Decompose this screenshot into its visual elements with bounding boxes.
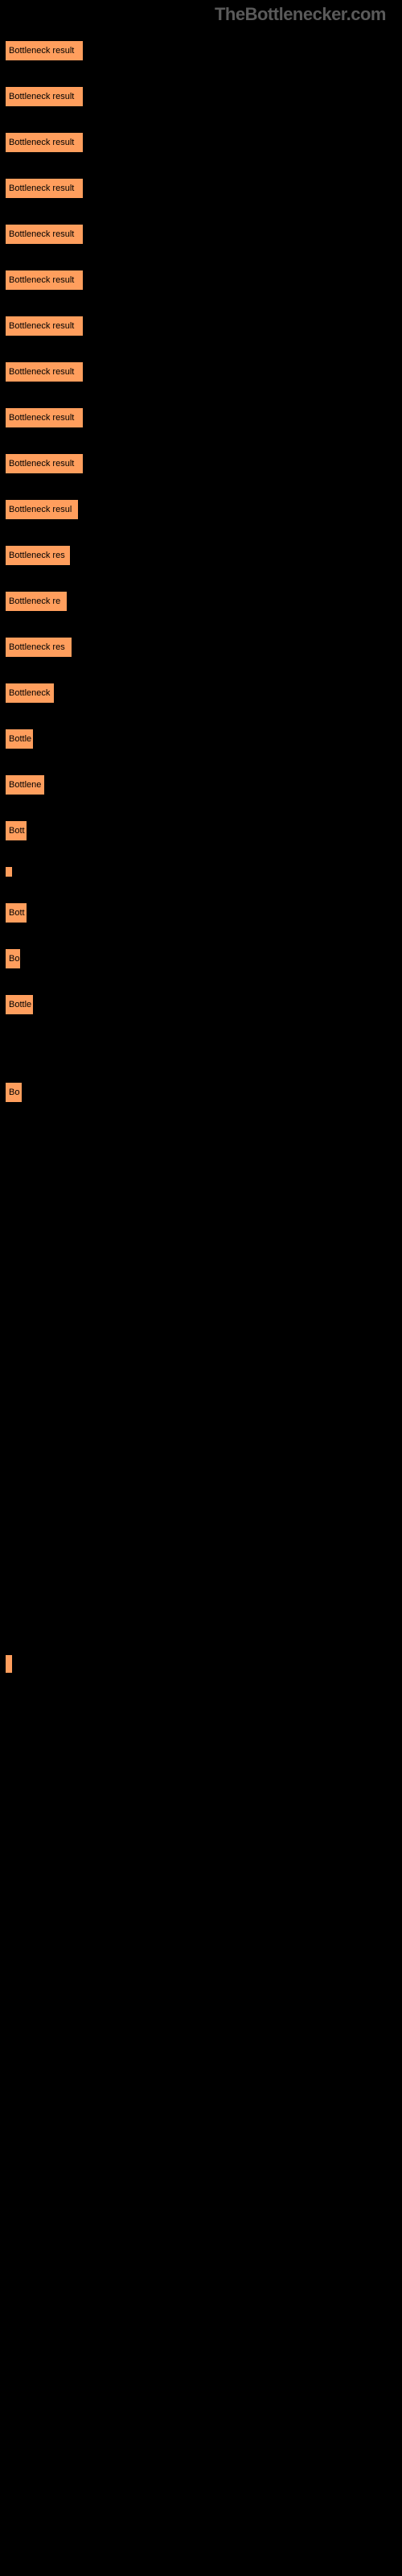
bar-item[interactable]: Bottle [5, 994, 34, 1015]
bar-item[interactable]: Bottleneck result [5, 453, 84, 474]
bar-row: Bottleneck result [5, 453, 402, 478]
bar-item[interactable]: Bottleneck result [5, 178, 84, 199]
bar-row: Bottleneck result [5, 316, 402, 341]
bar-item[interactable]: Bottleneck res [5, 637, 72, 658]
bar-item[interactable]: Bottle [5, 729, 34, 749]
bar-row: Bott [5, 820, 402, 845]
bar-row: Bott [5, 902, 402, 927]
bar-item[interactable]: Bottleneck result [5, 86, 84, 107]
bar-row: Bottleneck result [5, 270, 402, 295]
bar-row: Bottleneck result [5, 86, 402, 111]
bar-item[interactable]: Bottleneck res [5, 545, 71, 566]
bar-row: Bottleneck re [5, 591, 402, 616]
bar-row: Bo [5, 1082, 402, 1107]
site-logo: TheBottlenecker.com [215, 4, 386, 25]
bar-row: Bottlene [5, 774, 402, 799]
bar-item[interactable]: Bottleneck resul [5, 499, 79, 520]
bar-row: Bottleneck result [5, 224, 402, 249]
bar-item[interactable]: Bottleneck result [5, 132, 84, 153]
bar-row: Bo [5, 948, 402, 973]
bar-item[interactable] [5, 1654, 13, 1674]
bar-row: Bottleneck result [5, 407, 402, 432]
bar-item[interactable] [5, 866, 13, 877]
bar-item[interactable]: Bottleneck result [5, 40, 84, 61]
bar-item[interactable]: Bottleneck result [5, 316, 84, 336]
bar-row: Bottle [5, 729, 402, 753]
bar-row: Bottleneck res [5, 545, 402, 570]
bar-row: Bottleneck [5, 683, 402, 708]
chart-container: Bottleneck result Bottleneck result Bottle… [0, 0, 402, 1107]
bar-item[interactable]: Bottleneck result [5, 361, 84, 382]
bar-row: Bottleneck result [5, 361, 402, 386]
bar-item[interactable]: Bottleneck re [5, 591, 68, 612]
bar-item[interactable]: Bott [5, 820, 27, 841]
bar-row: Bottleneck result [5, 132, 402, 157]
bar-row [5, 866, 402, 881]
bar-item[interactable]: Bo [5, 1082, 23, 1103]
bar-item[interactable]: Bottleneck [5, 683, 55, 704]
bar-item[interactable]: Bottleneck result [5, 270, 84, 291]
bar-row: Bottle [5, 994, 402, 1019]
bar-item[interactable]: Bottleneck result [5, 224, 84, 245]
bar-row: Bottleneck res [5, 637, 402, 662]
bar-row: Bottleneck resul [5, 499, 402, 524]
bar-item[interactable]: Bottlene [5, 774, 45, 795]
bar-row: Bottleneck result [5, 40, 402, 65]
bar-row: Bottleneck result [5, 178, 402, 203]
bar-item[interactable]: Bott [5, 902, 27, 923]
bar-item[interactable]: Bo [5, 948, 21, 969]
bar-row [5, 1040, 402, 1061]
bar-item[interactable]: Bottleneck result [5, 407, 84, 428]
